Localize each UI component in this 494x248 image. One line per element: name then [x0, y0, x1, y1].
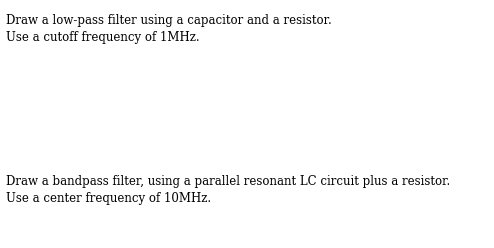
Text: Draw a low-pass filter using a capacitor and a resistor.: Draw a low-pass filter using a capacitor…: [6, 14, 331, 27]
Text: Draw a bandpass filter, using a parallel resonant LC circuit plus a resistor.: Draw a bandpass filter, using a parallel…: [6, 175, 450, 188]
Text: Use a center frequency of 10MHz.: Use a center frequency of 10MHz.: [6, 192, 211, 205]
Text: Use a cutoff frequency of 1MHz.: Use a cutoff frequency of 1MHz.: [6, 31, 200, 44]
